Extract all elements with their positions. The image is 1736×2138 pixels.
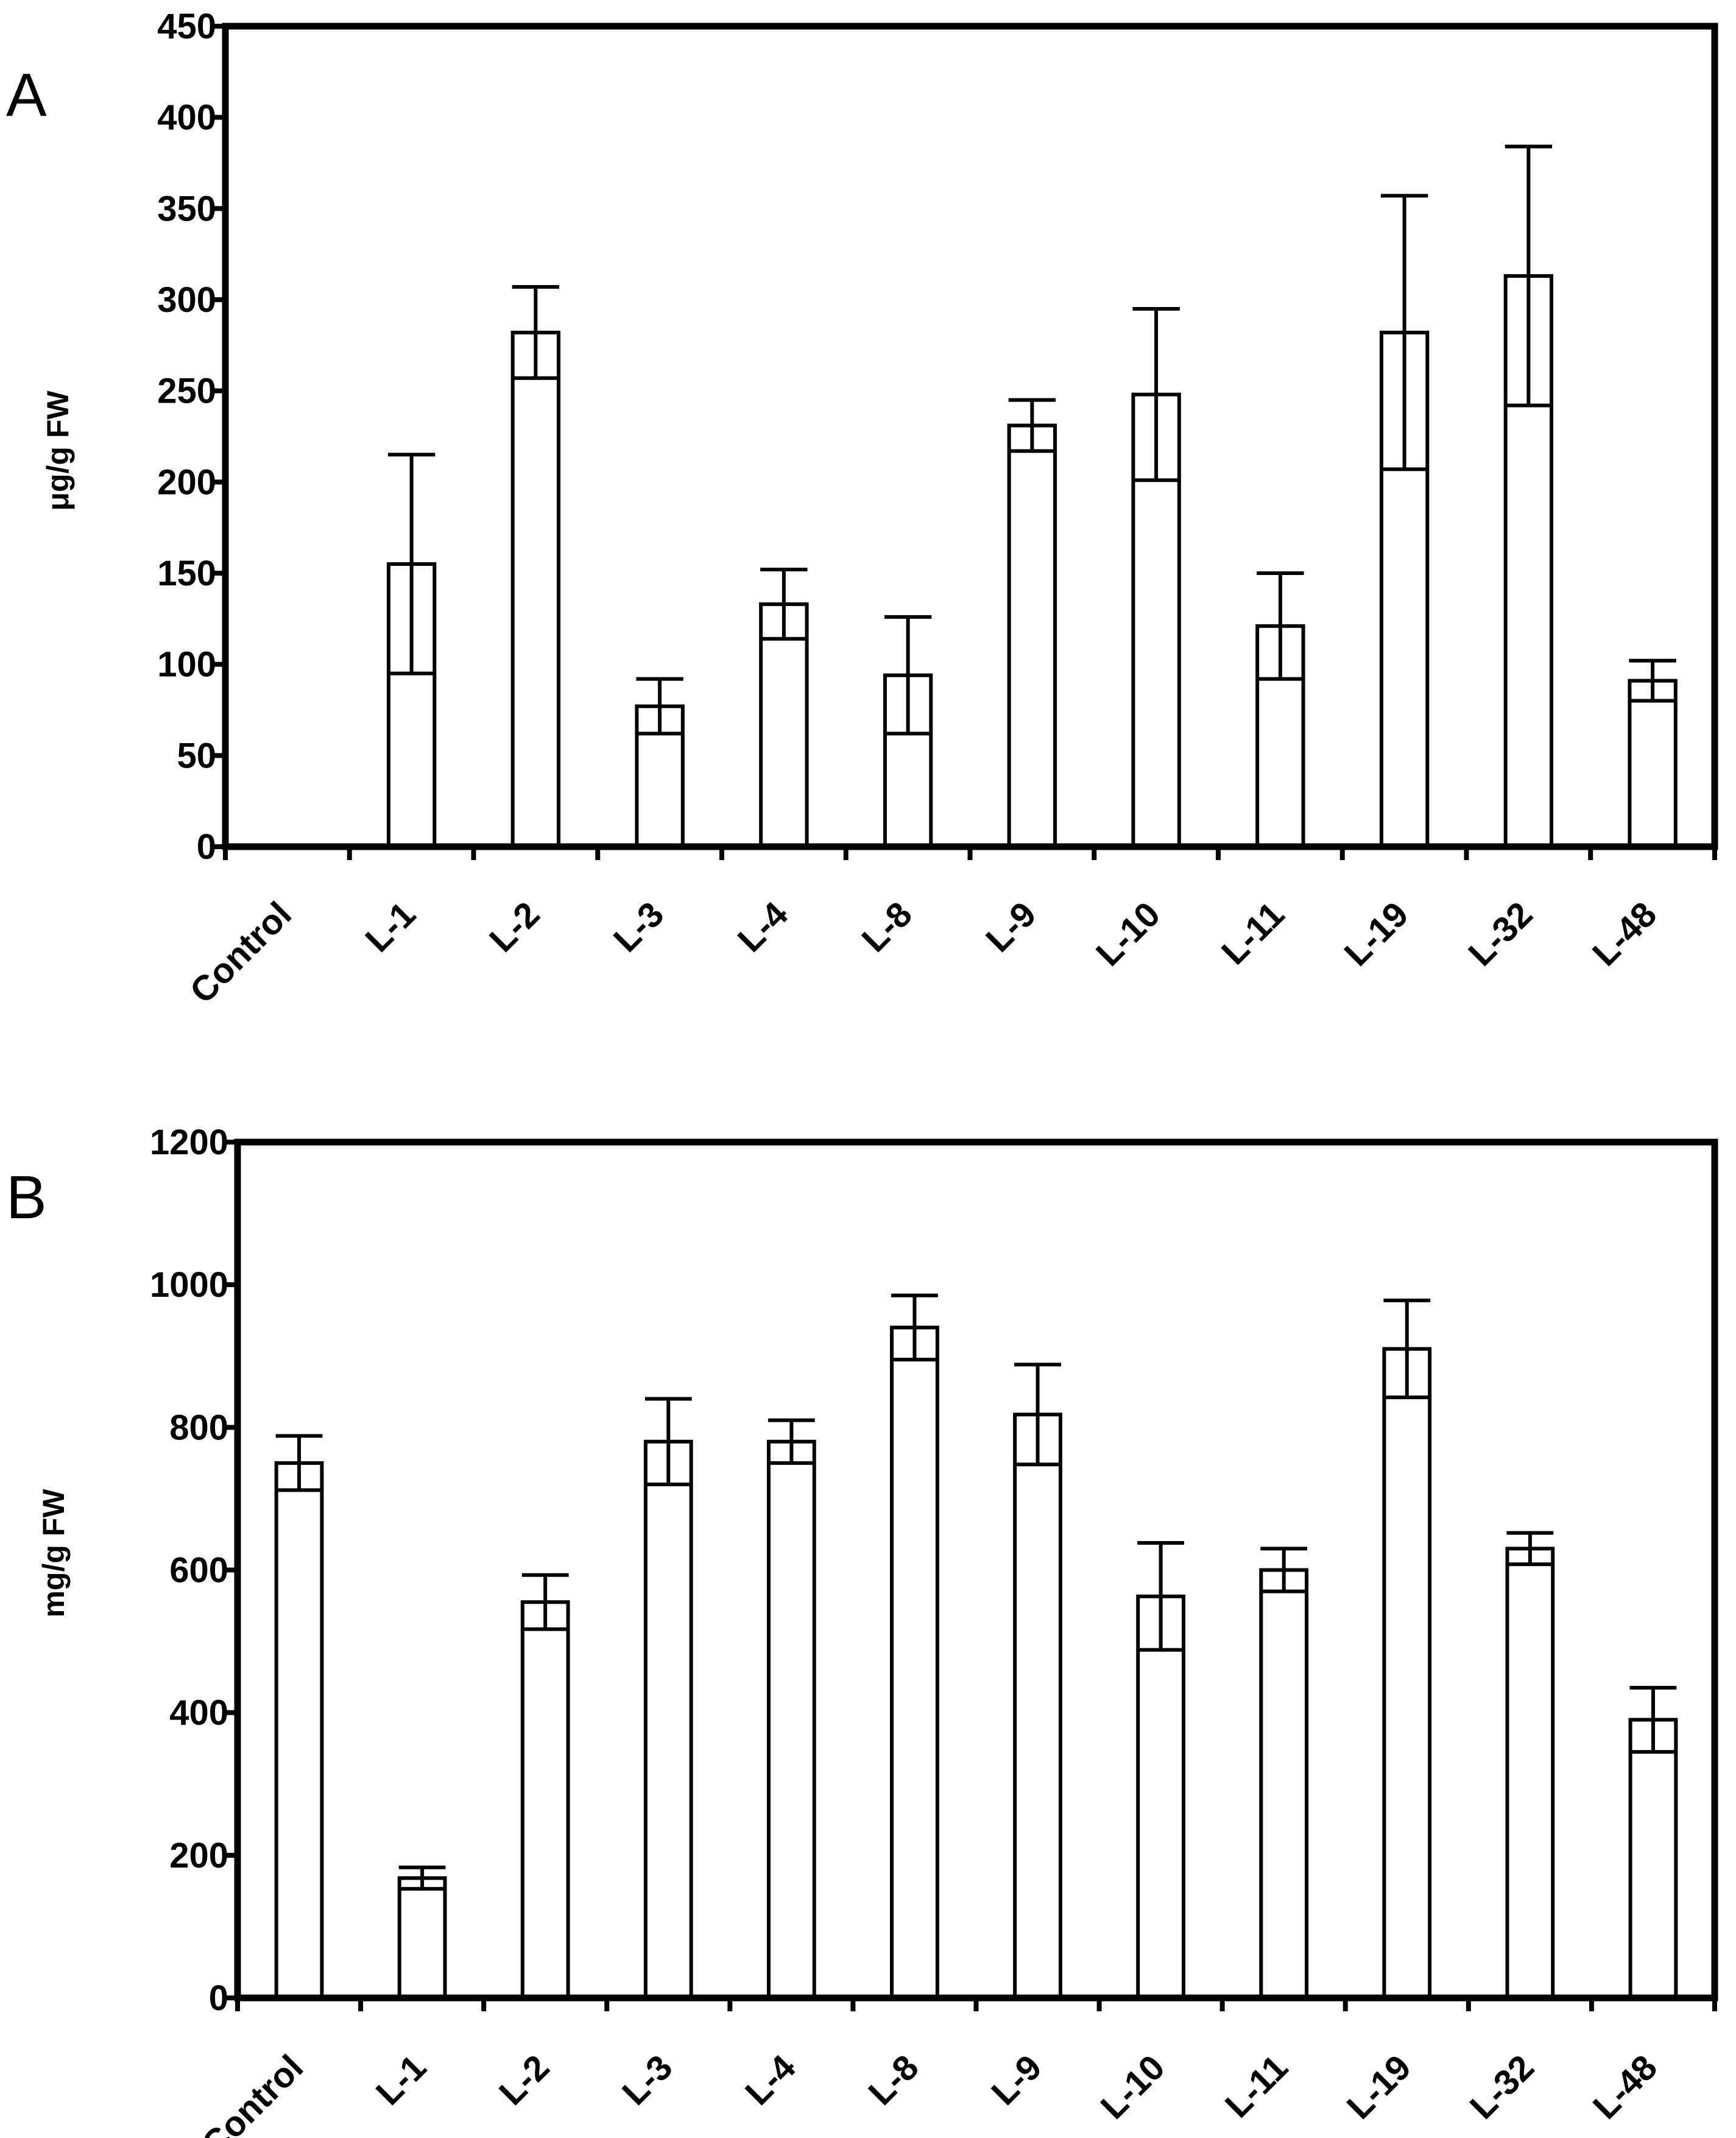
panel-a-bar-l-2 (510, 330, 561, 848)
panel-a-x-tick-label: L-11 (1214, 894, 1292, 972)
panel-a-x-tick-label: L-4 (730, 894, 796, 959)
panel-b-y-tick-label: 0 (209, 1978, 228, 2018)
panel-b-error-bar-l-19 (1383, 1298, 1431, 1400)
panel-b-plot-frame (234, 1138, 1718, 2002)
panel-a-error-bar-l-11 (1257, 571, 1304, 681)
panel-a-y-ticks: 0 50 100 150 200 250 300 350 400 450 (157, 7, 216, 867)
panel-b-bar-l-8 (890, 1325, 939, 2000)
panel-a-x-tick-label: L-2 (482, 894, 547, 959)
panel-b-y-tick-label: 200 (169, 1836, 228, 1875)
panel-a-bar-l-48 (1628, 679, 1678, 849)
panel-a-error-bar-l-48 (1629, 658, 1676, 703)
panel-a-error-bars (387, 144, 1676, 736)
panel-b-bar-l-4 (766, 1439, 816, 2000)
panel-b-bar-l-11 (1259, 1568, 1309, 2000)
panel-b-error-bar-l-10 (1137, 1541, 1185, 1652)
panel-a-error-bar-l-10 (1132, 306, 1180, 482)
panel-b-y-tick-label: 400 (169, 1693, 228, 1733)
panel-a-chart: A μg/g FW 0 50 100 150 200 250 300 350 400 450 Co… (6, 7, 1718, 1011)
panel-a-axes (212, 23, 1718, 860)
panel-a-y-tick-label: 100 (157, 645, 216, 685)
panel-b-x-tick-label: Control (194, 2047, 311, 2138)
panel-a-bars (386, 274, 1678, 849)
panel-b-bar-l-32 (1505, 1547, 1555, 2000)
panel-a-y-tick-label: 350 (157, 189, 216, 228)
panel-b-y-tick-label: 1000 (150, 1265, 228, 1305)
panel-a-x-tick-label: L-10 (1089, 894, 1168, 973)
panel-b-error-bar-l-32 (1506, 1531, 1554, 1567)
panel-b-bar-l-10 (1136, 1594, 1186, 2000)
panel-b-error-bar-l-4 (767, 1418, 815, 1465)
panel-a-y-tick-label: 0 (197, 827, 216, 867)
panel-b-x-tick-label: L-4 (738, 2047, 803, 2112)
panel-b-x-tick-label: L-32 (1463, 2047, 1542, 2126)
panel-a-bar-l-8 (883, 673, 933, 849)
panel-a-x-ticks: Control L-1 L-2 L-3 L-4 L-8 L-9 L-10 L-11 L-19 L-3… (182, 894, 1664, 1011)
panel-a-error-bar-l-8 (884, 615, 932, 736)
panel-b-error-bar-l-2 (521, 1573, 569, 1631)
panel-b-error-bar-l-1 (398, 1865, 446, 1891)
panel-a-y-tick-label: 50 (177, 736, 216, 775)
panel-b-error-bars (275, 1293, 1677, 1891)
panel-b-y-axis-label: mg/g FW (37, 1489, 71, 1618)
panel-b-x-tick-label: L-19 (1339, 2047, 1419, 2126)
panel-a-x-tick-label: Control (182, 894, 299, 1011)
panel-b-x-tick-label: L-9 (984, 2047, 1049, 2112)
panel-a-y-tick-label: 400 (157, 98, 216, 138)
panel-b-y-tick-label: 800 (169, 1408, 228, 1447)
panel-b-y-tick-label: 1200 (150, 1123, 228, 1162)
panel-b-bar-l-19 (1382, 1347, 1432, 2000)
panel-b-bar-l-2 (520, 1600, 570, 2000)
panel-a-error-bar-l-9 (1008, 398, 1056, 453)
panel-b-bar-l-48 (1628, 1718, 1678, 2000)
panel-a-x-tick-label: L-48 (1585, 894, 1664, 973)
panel-a-error-bar-l-4 (760, 568, 808, 641)
panel-b-x-tick-label: L-48 (1586, 2047, 1665, 2126)
panel-b-bars (274, 1325, 1678, 2000)
panel-a-error-bar-l-2 (512, 285, 560, 380)
panel-b-error-bar-control (275, 1434, 323, 1492)
panel-b-bar-l-1 (397, 1876, 447, 2000)
panel-a-x-tick-label: L-8 (854, 894, 919, 959)
panel-a-y-tick-label: 250 (157, 372, 216, 411)
panel-a-bar-l-9 (1007, 423, 1057, 848)
panel-b-letter: B (6, 1163, 47, 1232)
panel-a-error-bar-l-19 (1380, 194, 1428, 471)
panel-a-x-tick-label: L-9 (978, 894, 1043, 959)
panel-b-chart: B mg/g FW 0 200 400 600 800 1000 1200 Control L… (6, 1123, 1718, 2138)
panel-a-y-tick-label: 200 (157, 462, 216, 502)
panel-b-error-bar-l-3 (644, 1397, 692, 1486)
panel-b-bar-l-3 (643, 1439, 693, 2000)
panel-b-error-bar-l-11 (1260, 1547, 1308, 1593)
panel-b-error-bar-l-9 (1014, 1363, 1061, 1467)
panel-b-x-tick-label: L-8 (861, 2047, 926, 2112)
panel-a-y-tick-label: 300 (157, 280, 216, 320)
panel-b-error-bar-l-48 (1629, 1685, 1677, 1754)
panel-a-x-tick-label: L-3 (606, 894, 671, 959)
panel-b-x-tick-label: L-11 (1218, 2047, 1296, 2125)
panel-a-error-bar-l-1 (387, 453, 436, 676)
panel-a-x-tick-label: L-1 (358, 894, 423, 959)
panel-b-x-tick-label: L-1 (369, 2047, 434, 2112)
panel-b-x-tick-label: L-3 (615, 2047, 680, 2112)
panel-b-error-bar-l-8 (891, 1293, 938, 1362)
panel-a-x-tick-label: L-32 (1461, 894, 1540, 973)
panel-b-bar-l-9 (1013, 1413, 1062, 2000)
panel-a-letter: A (6, 61, 47, 129)
panel-a-x-tick-label: L-19 (1337, 894, 1416, 973)
panel-b-x-tick-label: L-10 (1093, 2047, 1173, 2126)
panel-b-x-ticks: Control L-1 L-2 L-3 L-4 L-8 L-9 L-10 L-11 L-19 L-3… (194, 2047, 1665, 2138)
panel-b-x-tick-label: L-2 (492, 2047, 557, 2112)
panel-a-error-bar-l-3 (636, 677, 683, 736)
panel-a-error-bar-l-32 (1505, 144, 1553, 407)
panel-a-plot-frame (222, 23, 1718, 850)
panel-b-axes (224, 1138, 1718, 2011)
panel-b-y-tick-label: 600 (169, 1551, 228, 1590)
panel-b-y-ticks: 0 200 400 600 800 1000 1200 (150, 1123, 228, 2018)
panel-b-bar-control (274, 1461, 324, 2000)
panel-a-y-tick-label: 150 (157, 554, 216, 593)
panel-a-y-axis-label: μg/g FW (41, 390, 75, 511)
panel-a-y-tick-label: 450 (157, 7, 216, 46)
